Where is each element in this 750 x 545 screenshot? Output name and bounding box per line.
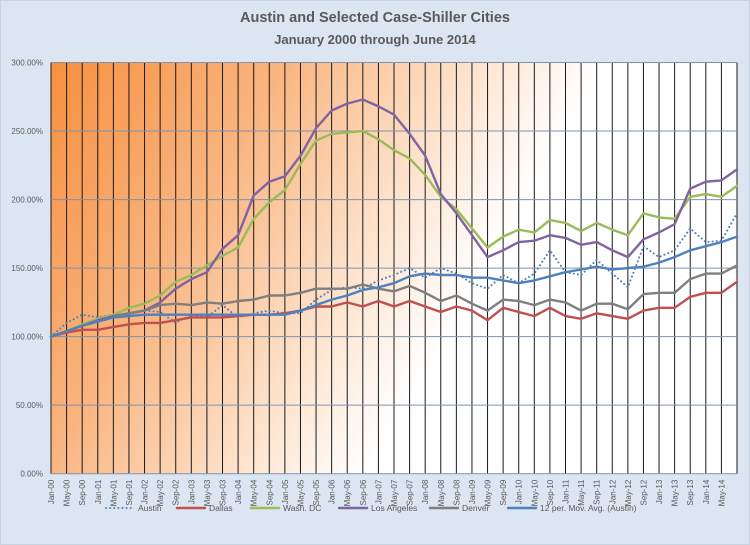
legend-label: Austin	[138, 503, 162, 513]
x-tick-label: Jan-01	[94, 479, 103, 504]
x-tick-label: Jan-12	[608, 479, 617, 504]
y-tick-label: 250.00%	[11, 127, 43, 136]
legend-label: Dallas	[209, 503, 233, 513]
x-tick-label: May-12	[624, 479, 633, 506]
x-tick-label: May-05	[296, 479, 305, 506]
x-tick-label: May-00	[63, 479, 72, 506]
x-tick-label: Sep-09	[499, 479, 508, 505]
x-tick-label: Sep-13	[686, 479, 695, 505]
x-tick-label: May-04	[250, 479, 259, 506]
x-tick-label: Jan-13	[655, 479, 664, 504]
x-tick-label: May-02	[156, 479, 165, 506]
legend-label: Wash. DC	[283, 503, 321, 513]
x-tick-label: May-14	[717, 479, 726, 506]
x-tick-label: Jan-04	[234, 479, 243, 504]
y-tick-label: 50.00%	[16, 401, 43, 410]
series-line-wash-dc	[49, 129, 739, 338]
chart-title: Austin and Selected Case-Shiller Cities	[240, 10, 510, 26]
x-tick-label: Jan-05	[281, 479, 290, 504]
y-tick-label: 300.00%	[11, 59, 43, 68]
x-tick-label: May-10	[530, 479, 539, 506]
x-tick-label: May-11	[577, 479, 586, 506]
x-tick-label: Sep-07	[406, 479, 415, 505]
x-tick-label: May-03	[203, 479, 212, 506]
x-tick-label: Jan-09	[468, 479, 477, 504]
legend-label: Denver	[462, 503, 490, 513]
x-tick-label: Sep-05	[312, 479, 321, 505]
x-tick-label: Sep-12	[639, 479, 648, 505]
series-line-12-per-mov-avg-austin	[49, 235, 739, 338]
y-tick-label: 0.00%	[20, 470, 43, 479]
x-tick-label: May-01	[109, 479, 118, 506]
x-tick-label: Jan-14	[702, 479, 711, 504]
y-tick-label: 200.00%	[11, 196, 43, 205]
x-tick-label: May-13	[671, 479, 680, 506]
x-tick-label: Jan-00	[47, 479, 56, 504]
x-tick-label: May-09	[484, 479, 493, 506]
x-tick-label: Sep-11	[593, 479, 602, 505]
x-tick-label: Jan-03	[187, 479, 196, 504]
x-tick-label: May-07	[390, 479, 399, 506]
series-line-denver	[49, 264, 739, 338]
x-tick-label: Sep-00	[78, 479, 87, 505]
x-tick-label: May-08	[437, 479, 446, 506]
x-tick-label: Sep-04	[265, 479, 274, 505]
x-tick-label: Sep-06	[359, 479, 368, 505]
x-tick-label: Jan-10	[515, 479, 524, 504]
x-tick-label: Jan-02	[141, 479, 150, 504]
y-tick-label: 100.00%	[11, 333, 43, 342]
x-tick-label: Jan-06	[328, 479, 337, 504]
x-tick-label: Sep-02	[172, 479, 181, 505]
x-tick-label: May-06	[343, 479, 352, 506]
series-line-dallas	[49, 280, 739, 338]
y-tick-label: 150.00%	[11, 264, 43, 273]
x-tick-label: Jan-08	[421, 479, 430, 504]
x-tick-label: Sep-03	[219, 479, 228, 505]
x-tick-label: Sep-08	[452, 479, 461, 505]
x-tick-label: Jan-11	[562, 479, 571, 503]
legend-label: Los Angeles	[371, 503, 417, 513]
x-tick-label: Jan-07	[374, 479, 383, 504]
legend-label: 12 per. Mov. Avg. (Austin)	[540, 503, 637, 513]
chart-subtitle: January 2000 through June 2014	[274, 32, 476, 47]
x-tick-label: Sep-01	[125, 479, 134, 505]
series-line-los-angeles	[49, 98, 739, 338]
x-tick-label: Sep-10	[546, 479, 555, 505]
